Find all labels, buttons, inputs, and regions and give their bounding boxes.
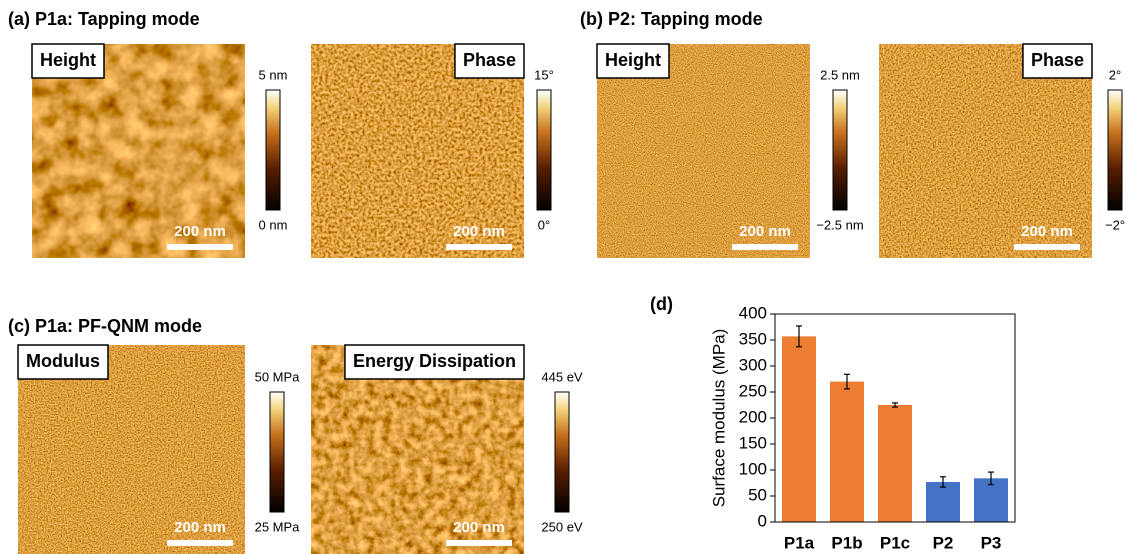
scale-bar-label: 200 nm — [453, 223, 505, 240]
y-tick-label: 300 — [739, 355, 767, 374]
scale-bar-label: 200 nm — [174, 223, 226, 240]
image-label: Energy Dissipation — [353, 351, 516, 371]
colorbar — [266, 90, 280, 210]
y-tick-label: 400 — [739, 303, 767, 322]
colorbar — [833, 90, 847, 210]
colorbar-bottom-label: 25 MPa — [255, 519, 301, 534]
image-label: Height — [605, 50, 661, 70]
scale-bar-label: 200 nm — [739, 223, 791, 240]
y-tick-label: 150 — [739, 433, 767, 452]
colorbar-top-label: 5 nm — [259, 67, 288, 82]
scale-bar — [446, 540, 512, 546]
x-tick-label: P1b — [831, 533, 862, 552]
panel-title: (b) P2: Tapping mode — [580, 9, 763, 29]
colorbar-bottom-label: 0° — [538, 217, 550, 232]
scale-bar-label: 200 nm — [453, 519, 505, 536]
colorbar-top-label: 15° — [534, 67, 554, 82]
scale-bar — [1014, 244, 1080, 250]
panel-title: (a) P1a: Tapping mode — [8, 9, 200, 29]
colorbar — [537, 90, 551, 210]
scale-bar — [167, 540, 233, 546]
scale-bar — [446, 244, 512, 250]
colorbar-top-label: 50 MPa — [255, 369, 301, 384]
scale-bar — [167, 244, 233, 250]
colorbar-top-label: 445 eV — [541, 369, 583, 384]
colorbar-bottom-label: −2° — [1105, 217, 1125, 232]
bar — [830, 382, 864, 522]
y-tick-label: 50 — [748, 485, 767, 504]
image-label: Height — [40, 50, 96, 70]
figure: (a) P1a: Tapping mode Height 200 nm 5 nm 0 n… — [0, 0, 1127, 554]
image-label: Phase — [463, 50, 516, 70]
scale-bar-label: 200 nm — [1021, 223, 1073, 240]
bar — [878, 405, 912, 522]
image-label: Modulus — [26, 351, 100, 371]
scale-bar-label: 200 nm — [174, 519, 226, 536]
x-tick-label: P3 — [981, 533, 1002, 552]
bar — [782, 336, 816, 522]
colorbar-bottom-label: 250 eV — [541, 519, 583, 534]
x-tick-label: P1c — [880, 533, 910, 552]
panel-label: (d) — [650, 294, 673, 314]
x-tick-label: P1a — [784, 533, 815, 552]
image-label: Phase — [1031, 50, 1084, 70]
colorbar-top-label: 2.5 nm — [820, 67, 860, 82]
scale-bar — [732, 244, 798, 250]
colorbar-bottom-label: 0 nm — [259, 217, 288, 232]
bar — [926, 482, 960, 522]
y-tick-label: 200 — [739, 407, 767, 426]
colorbar-top-label: 2° — [1109, 67, 1121, 82]
y-tick-label: 250 — [739, 381, 767, 400]
y-axis-label: Surface modulus (MPa) — [709, 329, 728, 508]
colorbar-bottom-label: −2.5 nm — [816, 217, 863, 232]
x-tick-label: P2 — [933, 533, 954, 552]
y-tick-label: 0 — [758, 511, 767, 530]
colorbar — [1108, 90, 1122, 210]
colorbar — [270, 392, 284, 512]
y-tick-label: 100 — [739, 459, 767, 478]
y-tick-label: 350 — [739, 329, 767, 348]
panel-title: (c) P1a: PF-QNM mode — [8, 316, 202, 336]
colorbar — [555, 392, 569, 512]
